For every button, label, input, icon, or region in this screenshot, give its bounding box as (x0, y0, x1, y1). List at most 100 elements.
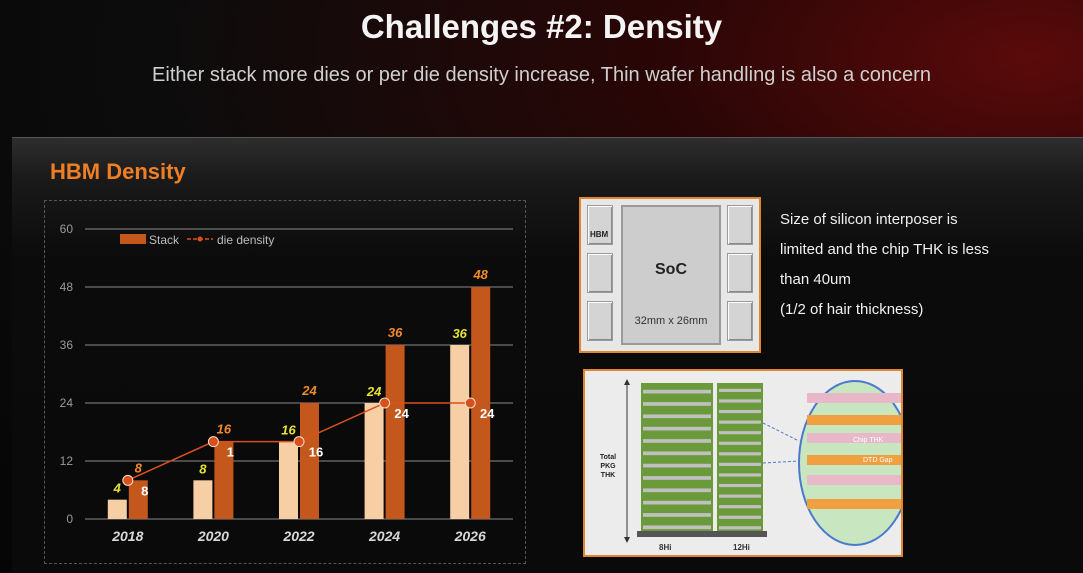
die-layer (719, 515, 761, 519)
y-tick-label: 0 (66, 512, 73, 526)
hbm-tile (587, 253, 613, 293)
note-line: Size of silicon interposer is (780, 211, 958, 228)
soc-label: SoC (655, 261, 687, 278)
data-label-unlabeled: 8 (199, 461, 207, 476)
die-layer (719, 409, 761, 414)
die-layer (643, 426, 711, 431)
note-line: (1/2 of hair thickness) (780, 301, 924, 318)
point-die-density (379, 397, 391, 409)
y-tick-label: 60 (60, 222, 74, 236)
die-layer (719, 473, 761, 477)
point-die-density (122, 474, 134, 486)
x-tick-label: 2022 (282, 528, 314, 544)
bar-unlabeled (193, 480, 213, 519)
point-die-density (464, 397, 476, 409)
die-layer (719, 526, 761, 530)
zoom-layer (807, 393, 901, 403)
hbm-tile (727, 253, 753, 293)
die-layer (719, 494, 761, 498)
data-label-stack: 48 (472, 267, 488, 282)
bar-stack (471, 287, 491, 519)
chart-frame: 0 12 24 36 48 60 4 8 2018 8 16 2020 16 24 2022 24 36 2024… (44, 200, 526, 564)
zoom-layer (807, 475, 901, 485)
zoom-layer (807, 455, 901, 465)
die-layer (643, 451, 711, 456)
data-label-die-density: 16 (309, 445, 323, 460)
content-panel (12, 137, 1083, 573)
x-tick-label: 2018 (111, 528, 143, 544)
y-tick-label: 36 (60, 338, 74, 352)
stack-8hi-label: 8Hi (659, 543, 672, 552)
die-layer (643, 463, 711, 468)
data-label-unlabeled: 24 (366, 384, 382, 399)
data-label-die-density: 24 (480, 406, 495, 421)
base-die (713, 531, 767, 537)
y-tick-label: 12 (60, 454, 74, 468)
data-label-die-density: 24 (394, 406, 409, 421)
data-label-stack: 8 (135, 460, 143, 475)
legend-marker-die-density (197, 236, 203, 242)
x-tick-label: 2020 (197, 528, 229, 544)
bar-stack (385, 345, 405, 519)
hbm-tile: HBM (587, 205, 613, 245)
dtd-gap-label: DTD Gap (863, 457, 893, 464)
soc-die: SoC 32mm x 26mm (621, 205, 721, 345)
y-tick-label: 24 (60, 396, 74, 410)
die-layer (643, 513, 711, 517)
y-tick-label: 48 (60, 280, 74, 294)
data-label-stack: 24 (301, 383, 317, 398)
hbm-tile (587, 301, 613, 341)
note-line: limited and the chip THK is less (780, 241, 989, 258)
x-tick-label: 2024 (368, 528, 400, 544)
bar-unlabeled (107, 499, 127, 519)
stack-illustration (624, 379, 901, 546)
total-pkg-label-line1: Total PKG (599, 454, 617, 470)
soc-dimensions: 32mm x 26mm (634, 315, 708, 327)
hbm-tile (727, 301, 753, 341)
zoom-layer (807, 433, 901, 443)
data-label-stack: 16 (217, 422, 232, 437)
bar-unlabeled (279, 441, 298, 519)
die-layer (643, 439, 711, 443)
bar-unlabeled (450, 345, 470, 519)
die-layer (643, 402, 711, 406)
x-tick-label: 2026 (454, 528, 486, 544)
hbm-label: HBM (590, 230, 609, 239)
stack-12hi-label: 12Hi (733, 543, 750, 552)
data-label-unlabeled: 36 (452, 326, 467, 341)
total-pkg-label-line2: THK (600, 472, 616, 479)
bar-stack (128, 480, 148, 519)
die-layer (719, 483, 761, 488)
slide-subtitle: Either stack more dies or per die densit… (152, 64, 931, 86)
die-layer (719, 505, 761, 509)
die-layer (719, 462, 761, 466)
die-stack (717, 383, 763, 531)
panel-title: HBM Density (50, 159, 186, 184)
die-layer (643, 488, 711, 493)
bar-unlabeled (364, 403, 384, 519)
data-label-die-density: 1 (227, 445, 234, 460)
slide-title: Challenges #2: Density (360, 8, 723, 45)
data-label-unlabeled: 4 (113, 481, 122, 496)
hbm-density-chart: 0122436486048201881620201624202224362024… (60, 222, 513, 544)
bar-stack (300, 403, 319, 519)
die-layer (719, 431, 761, 435)
die-stack (641, 383, 713, 531)
die-layer (643, 500, 711, 505)
note-line: than 40um (780, 271, 851, 288)
legend-label-die-density: die density (217, 233, 274, 247)
die-layer (719, 420, 761, 424)
bar-stack (214, 441, 234, 519)
die-layer (643, 389, 711, 394)
data-label-die-density: 8 (141, 483, 148, 498)
legend-label-stack: Stack (149, 233, 180, 247)
die-layer (643, 414, 711, 419)
die-layer (719, 452, 761, 456)
die-layer (719, 388, 761, 392)
hbm-tile (727, 205, 753, 245)
die-layer (643, 476, 711, 480)
chip-thk-label: Chip THK (853, 437, 884, 444)
package-diagram: Total PKG THK 8Hi 12Hi Chip THK DTD Gap (583, 369, 903, 557)
base-die (637, 531, 717, 537)
die-layer (643, 525, 711, 530)
